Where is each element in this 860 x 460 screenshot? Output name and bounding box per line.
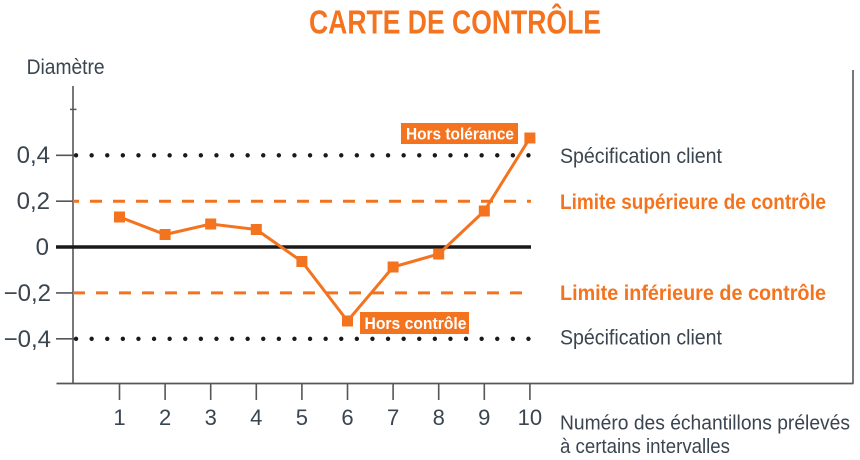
svg-text:9: 9 [478, 405, 490, 430]
svg-text:Limite supérieure de contrôle: Limite supérieure de contrôle [560, 191, 826, 214]
svg-text:10: 10 [518, 405, 542, 430]
svg-text:8: 8 [433, 405, 445, 430]
svg-text:7: 7 [387, 405, 399, 430]
svg-text:0,4: 0,4 [17, 142, 50, 169]
svg-text:CARTE DE CONTRÔLE: CARTE DE CONTRÔLE [309, 2, 601, 40]
svg-text:6: 6 [341, 405, 353, 430]
svg-text:à certains intervalles: à certains intervalles [560, 436, 730, 458]
svg-text:4: 4 [250, 405, 262, 430]
svg-text:Limite inférieure de contrôle: Limite inférieure de contrôle [560, 282, 826, 305]
svg-text:Diamètre: Diamètre [27, 56, 105, 79]
svg-text:0: 0 [36, 234, 49, 261]
svg-text:1: 1 [113, 405, 125, 430]
svg-text:5: 5 [296, 405, 308, 430]
svg-text:Hors tolérance: Hors tolérance [406, 125, 514, 144]
svg-text:Numéro des échantillons prélev: Numéro des échantillons prélevés [560, 413, 850, 435]
svg-text:Spécification client: Spécification client [560, 327, 722, 350]
svg-text:−0,2: −0,2 [4, 280, 51, 307]
svg-text:Spécification client: Spécification client [560, 145, 722, 168]
svg-text:3: 3 [205, 405, 217, 430]
svg-text:−0,4: −0,4 [4, 326, 51, 353]
svg-text:Hors contrôle: Hors contrôle [365, 314, 467, 333]
svg-text:2: 2 [159, 405, 171, 430]
svg-text:0,2: 0,2 [17, 188, 50, 215]
